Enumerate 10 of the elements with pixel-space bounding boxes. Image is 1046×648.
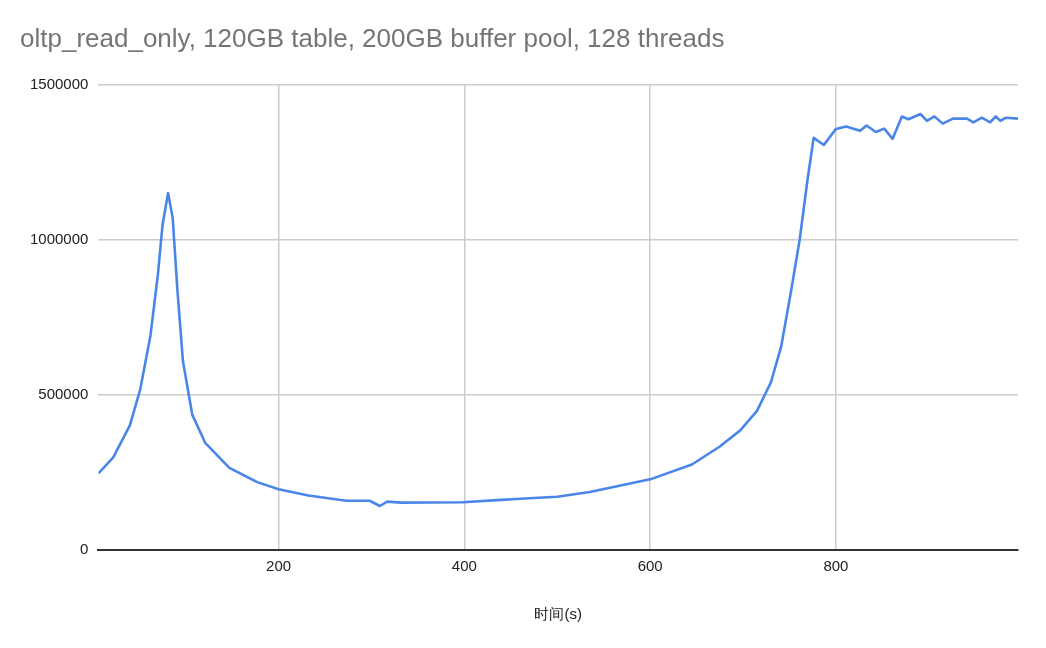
y-tick-label: 1500000: [29, 75, 89, 93]
x-tick-label: 800: [823, 557, 849, 575]
y-tick-label: 1000000: [29, 230, 89, 248]
x-axis-title: 时间(s): [534, 605, 582, 623]
chart-title: oltp_read_only, 120GB table, 200GB buffer pool, 128 threads: [20, 22, 725, 53]
x-tick-label: 600: [637, 557, 663, 575]
y-tick-label: 500000: [38, 385, 89, 403]
x-tick-label: 200: [266, 557, 292, 575]
x-tick-label: 400: [451, 557, 477, 575]
y-tick-label: 0: [80, 540, 89, 558]
